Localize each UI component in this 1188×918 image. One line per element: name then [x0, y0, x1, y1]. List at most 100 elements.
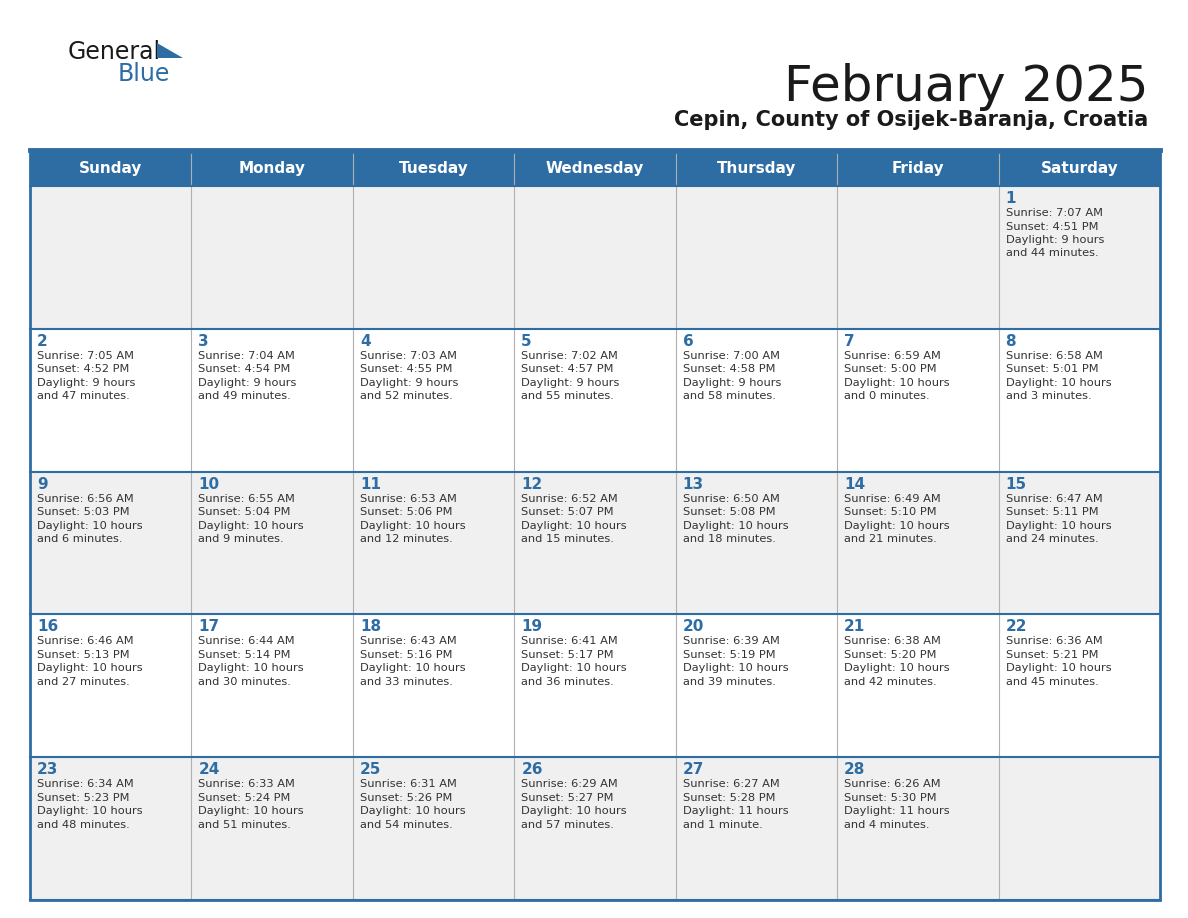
Text: and 36 minutes.: and 36 minutes.: [522, 677, 614, 687]
Text: 4: 4: [360, 334, 371, 349]
Text: Daylight: 9 hours: Daylight: 9 hours: [198, 378, 297, 387]
Text: Daylight: 10 hours: Daylight: 10 hours: [845, 521, 949, 531]
Text: 2: 2: [37, 334, 48, 349]
Text: Thursday: Thursday: [716, 162, 796, 176]
Text: 18: 18: [360, 620, 381, 634]
Text: 24: 24: [198, 762, 220, 778]
Text: Sunset: 4:51 PM: Sunset: 4:51 PM: [1005, 221, 1098, 231]
Text: Daylight: 9 hours: Daylight: 9 hours: [522, 378, 620, 387]
Text: 1: 1: [1005, 191, 1016, 206]
Text: 25: 25: [360, 762, 381, 778]
Text: General: General: [68, 40, 162, 64]
Text: Daylight: 9 hours: Daylight: 9 hours: [1005, 235, 1104, 245]
Text: 16: 16: [37, 620, 58, 634]
Text: Sunrise: 6:52 AM: Sunrise: 6:52 AM: [522, 494, 618, 504]
Text: and 57 minutes.: and 57 minutes.: [522, 820, 614, 830]
Text: Sunset: 5:21 PM: Sunset: 5:21 PM: [1005, 650, 1098, 660]
Text: and 9 minutes.: and 9 minutes.: [198, 534, 284, 544]
Text: Sunset: 4:54 PM: Sunset: 4:54 PM: [198, 364, 291, 375]
Text: Sunrise: 7:03 AM: Sunrise: 7:03 AM: [360, 351, 457, 361]
Text: and 18 minutes.: and 18 minutes.: [683, 534, 776, 544]
Text: Sunrise: 6:56 AM: Sunrise: 6:56 AM: [37, 494, 134, 504]
Text: Sunrise: 6:39 AM: Sunrise: 6:39 AM: [683, 636, 779, 646]
Text: and 52 minutes.: and 52 minutes.: [360, 391, 453, 401]
Bar: [30, 152, 1159, 900]
Text: Sunrise: 6:47 AM: Sunrise: 6:47 AM: [1005, 494, 1102, 504]
Text: Sunrise: 7:05 AM: Sunrise: 7:05 AM: [37, 351, 134, 361]
Text: Sunrise: 6:49 AM: Sunrise: 6:49 AM: [845, 494, 941, 504]
Text: Sunrise: 6:50 AM: Sunrise: 6:50 AM: [683, 494, 779, 504]
Text: Daylight: 10 hours: Daylight: 10 hours: [1005, 521, 1111, 531]
Bar: [30, 186, 1159, 329]
Text: and 58 minutes.: and 58 minutes.: [683, 391, 776, 401]
Text: Sunset: 4:58 PM: Sunset: 4:58 PM: [683, 364, 776, 375]
Text: and 55 minutes.: and 55 minutes.: [522, 391, 614, 401]
Text: Sunset: 5:20 PM: Sunset: 5:20 PM: [845, 650, 936, 660]
Text: and 15 minutes.: and 15 minutes.: [522, 534, 614, 544]
Text: Sunrise: 6:59 AM: Sunrise: 6:59 AM: [845, 351, 941, 361]
Bar: [30, 329, 1159, 472]
Text: 26: 26: [522, 762, 543, 778]
Text: Sunset: 5:19 PM: Sunset: 5:19 PM: [683, 650, 776, 660]
Text: Sunset: 5:30 PM: Sunset: 5:30 PM: [845, 793, 937, 802]
Text: Sunrise: 6:34 AM: Sunrise: 6:34 AM: [37, 779, 134, 789]
Text: and 4 minutes.: and 4 minutes.: [845, 820, 930, 830]
Text: Daylight: 10 hours: Daylight: 10 hours: [198, 806, 304, 816]
Text: and 54 minutes.: and 54 minutes.: [360, 820, 453, 830]
Text: Sunset: 5:06 PM: Sunset: 5:06 PM: [360, 507, 453, 517]
Text: and 49 minutes.: and 49 minutes.: [198, 391, 291, 401]
Text: Sunset: 5:27 PM: Sunset: 5:27 PM: [522, 793, 614, 802]
Text: and 30 minutes.: and 30 minutes.: [198, 677, 291, 687]
Text: Sunset: 5:26 PM: Sunset: 5:26 PM: [360, 793, 453, 802]
Text: 20: 20: [683, 620, 704, 634]
Text: 9: 9: [37, 476, 48, 492]
Text: February 2025: February 2025: [784, 63, 1148, 111]
Text: Daylight: 10 hours: Daylight: 10 hours: [683, 664, 789, 674]
Text: Sunset: 5:08 PM: Sunset: 5:08 PM: [683, 507, 776, 517]
Text: 13: 13: [683, 476, 703, 492]
Text: 14: 14: [845, 476, 865, 492]
Text: and 39 minutes.: and 39 minutes.: [683, 677, 776, 687]
Text: Sunset: 5:07 PM: Sunset: 5:07 PM: [522, 507, 614, 517]
Text: Saturday: Saturday: [1041, 162, 1118, 176]
Text: Sunrise: 6:55 AM: Sunrise: 6:55 AM: [198, 494, 296, 504]
Text: Sunset: 5:11 PM: Sunset: 5:11 PM: [1005, 507, 1098, 517]
Text: Daylight: 10 hours: Daylight: 10 hours: [522, 664, 627, 674]
Text: and 48 minutes.: and 48 minutes.: [37, 820, 129, 830]
Text: Daylight: 10 hours: Daylight: 10 hours: [37, 664, 143, 674]
Text: Wednesday: Wednesday: [545, 162, 644, 176]
Text: 28: 28: [845, 762, 866, 778]
Text: and 21 minutes.: and 21 minutes.: [845, 534, 937, 544]
Text: Sunset: 5:23 PM: Sunset: 5:23 PM: [37, 793, 129, 802]
Text: Daylight: 10 hours: Daylight: 10 hours: [37, 521, 143, 531]
Text: Daylight: 10 hours: Daylight: 10 hours: [360, 664, 466, 674]
Text: Sunset: 4:52 PM: Sunset: 4:52 PM: [37, 364, 129, 375]
Text: and 6 minutes.: and 6 minutes.: [37, 534, 122, 544]
Text: and 1 minute.: and 1 minute.: [683, 820, 763, 830]
Text: Daylight: 10 hours: Daylight: 10 hours: [522, 806, 627, 816]
Text: Sunrise: 7:07 AM: Sunrise: 7:07 AM: [1005, 208, 1102, 218]
Text: 17: 17: [198, 620, 220, 634]
Text: and 3 minutes.: and 3 minutes.: [1005, 391, 1092, 401]
Text: Daylight: 10 hours: Daylight: 10 hours: [360, 521, 466, 531]
Bar: [30, 152, 1159, 186]
Bar: [30, 757, 1159, 900]
Text: Sunrise: 7:02 AM: Sunrise: 7:02 AM: [522, 351, 618, 361]
Text: Friday: Friday: [891, 162, 944, 176]
Text: Sunrise: 6:53 AM: Sunrise: 6:53 AM: [360, 494, 456, 504]
Text: Sunrise: 6:26 AM: Sunrise: 6:26 AM: [845, 779, 941, 789]
Text: Sunset: 5:01 PM: Sunset: 5:01 PM: [1005, 364, 1098, 375]
Text: Sunset: 5:28 PM: Sunset: 5:28 PM: [683, 793, 776, 802]
Text: and 47 minutes.: and 47 minutes.: [37, 391, 129, 401]
Text: and 51 minutes.: and 51 minutes.: [198, 820, 291, 830]
Text: and 44 minutes.: and 44 minutes.: [1005, 249, 1098, 259]
Text: Sunrise: 7:04 AM: Sunrise: 7:04 AM: [198, 351, 296, 361]
Text: Daylight: 10 hours: Daylight: 10 hours: [198, 664, 304, 674]
Text: Daylight: 9 hours: Daylight: 9 hours: [360, 378, 459, 387]
Text: Blue: Blue: [118, 62, 170, 86]
Text: Sunrise: 6:36 AM: Sunrise: 6:36 AM: [1005, 636, 1102, 646]
Text: Sunset: 5:16 PM: Sunset: 5:16 PM: [360, 650, 453, 660]
Text: Sunrise: 6:38 AM: Sunrise: 6:38 AM: [845, 636, 941, 646]
Text: 3: 3: [198, 334, 209, 349]
Text: Sunset: 5:00 PM: Sunset: 5:00 PM: [845, 364, 937, 375]
